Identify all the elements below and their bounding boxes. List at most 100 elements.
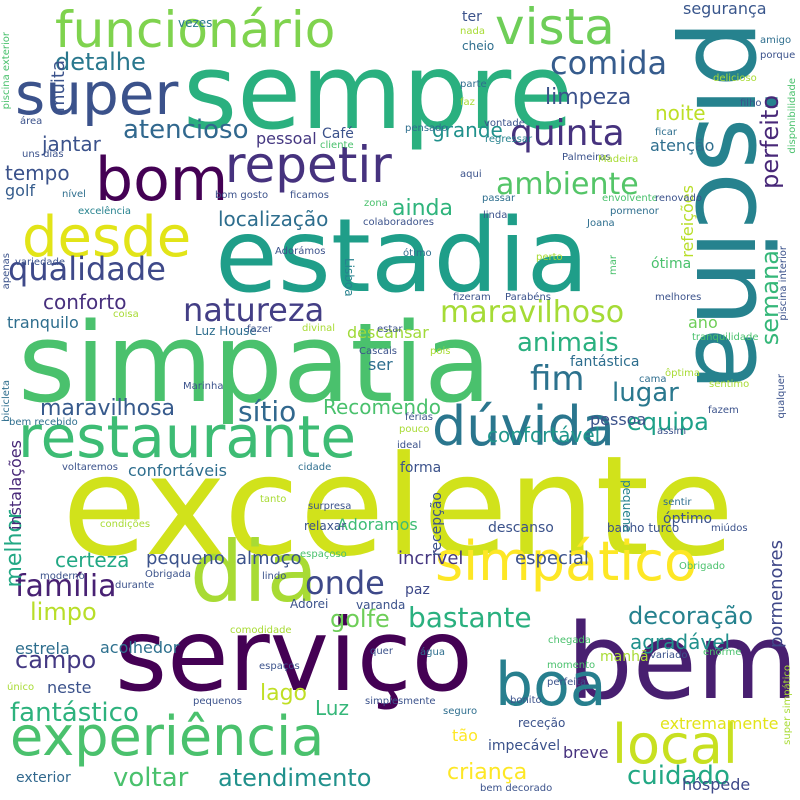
- word: quinta: [510, 113, 625, 154]
- word: sentimo: [709, 379, 750, 390]
- word: pormenor: [610, 206, 659, 217]
- word: pequena: [620, 480, 634, 533]
- word: acolhedor: [100, 638, 180, 657]
- word: piscina exterior: [1, 32, 12, 110]
- word: hóspede: [682, 775, 751, 794]
- word: paz: [405, 582, 430, 598]
- word: bem recebido: [9, 417, 78, 428]
- word: mar: [608, 255, 619, 275]
- word: divinal: [302, 323, 336, 334]
- word: ficar: [655, 127, 678, 138]
- word: ser: [368, 355, 393, 374]
- word: bem decorado: [480, 783, 553, 794]
- word: detalhe: [55, 48, 146, 76]
- word: experiência: [10, 705, 325, 768]
- word: fantástica: [570, 354, 640, 370]
- word: tranquilo: [7, 313, 79, 332]
- word: funcionário: [55, 1, 336, 59]
- word: perfeita: [547, 677, 587, 688]
- word: lugar: [612, 378, 679, 408]
- word: aqui: [460, 169, 482, 180]
- word: cama: [639, 374, 667, 385]
- word: golf: [5, 181, 36, 200]
- word: nada: [460, 26, 485, 37]
- word: Parabéns: [505, 292, 551, 303]
- word: neste: [47, 678, 92, 697]
- word: extremamente: [660, 714, 779, 733]
- word: maravilhoso: [440, 295, 625, 330]
- word: amigo: [760, 35, 792, 46]
- word: breve: [563, 743, 609, 762]
- word: água: [420, 647, 445, 658]
- word: pois: [430, 346, 451, 357]
- word: golfe: [330, 605, 390, 633]
- word: instalações: [6, 440, 25, 531]
- word: criança: [447, 760, 528, 785]
- word: lago: [260, 681, 308, 706]
- word: especial: [515, 548, 589, 569]
- word: apenas: [1, 253, 12, 290]
- word: comida: [550, 44, 668, 82]
- word: natureza: [183, 291, 325, 329]
- word: tanto: [260, 494, 287, 505]
- word: férias: [405, 412, 433, 423]
- word: forma: [400, 460, 442, 476]
- word: fantástico: [10, 698, 139, 728]
- word: moderno: [40, 571, 85, 582]
- word: equipa: [627, 408, 709, 436]
- word: certeza: [55, 548, 130, 572]
- word: durante: [115, 580, 155, 591]
- word: grande: [432, 118, 503, 142]
- word: estar: [377, 324, 403, 335]
- word: Adoramos: [337, 515, 418, 534]
- word: miúdos: [711, 523, 748, 534]
- word: disponibilidade: [787, 78, 798, 154]
- word: simpático: [435, 530, 698, 593]
- word: seguro: [443, 706, 478, 717]
- word: ainda: [392, 196, 453, 221]
- word: bicicleta: [1, 380, 12, 422]
- word: descansar: [347, 323, 429, 342]
- word: melhores: [655, 292, 702, 303]
- word: incrível: [398, 548, 464, 569]
- word: local: [612, 713, 738, 776]
- word: pequeno: [146, 548, 225, 569]
- word: dia: [190, 523, 319, 621]
- word: dúvida: [432, 395, 615, 458]
- word: qualquer: [776, 374, 787, 419]
- word: pessoal: [256, 129, 317, 148]
- word: variado: [650, 650, 688, 661]
- word: estrela: [15, 639, 70, 658]
- word: varanda: [356, 598, 406, 612]
- word: impecável: [488, 738, 561, 754]
- word: almoço: [236, 548, 302, 569]
- word: único: [7, 682, 35, 693]
- word: espaços: [259, 661, 300, 672]
- word: envolvente: [602, 193, 658, 204]
- word: faz: [460, 97, 475, 108]
- word: pequenos: [193, 696, 243, 707]
- word: restaurante: [18, 403, 357, 471]
- word: serviço: [115, 597, 473, 714]
- word: fazer: [247, 324, 273, 335]
- word: pormenores: [766, 540, 787, 649]
- word: colaboradores: [363, 217, 434, 228]
- word: chegada: [548, 635, 591, 646]
- word: bonito: [510, 695, 542, 706]
- word: Adorámos: [275, 246, 326, 257]
- word: localização: [218, 207, 329, 231]
- word: coisa: [113, 309, 139, 320]
- word: ano: [688, 313, 718, 332]
- word: super: [15, 60, 179, 128]
- word: filho: [740, 98, 762, 109]
- word: simplesmente: [365, 696, 436, 707]
- word: banho turco: [607, 521, 680, 535]
- word: atendimento: [218, 764, 372, 792]
- word: Luz House: [195, 324, 257, 338]
- word: super simpático: [782, 665, 793, 745]
- word: pouco: [399, 424, 430, 435]
- word: fazem: [708, 405, 739, 416]
- word: ficamos: [290, 190, 329, 201]
- word: boa: [495, 650, 607, 720]
